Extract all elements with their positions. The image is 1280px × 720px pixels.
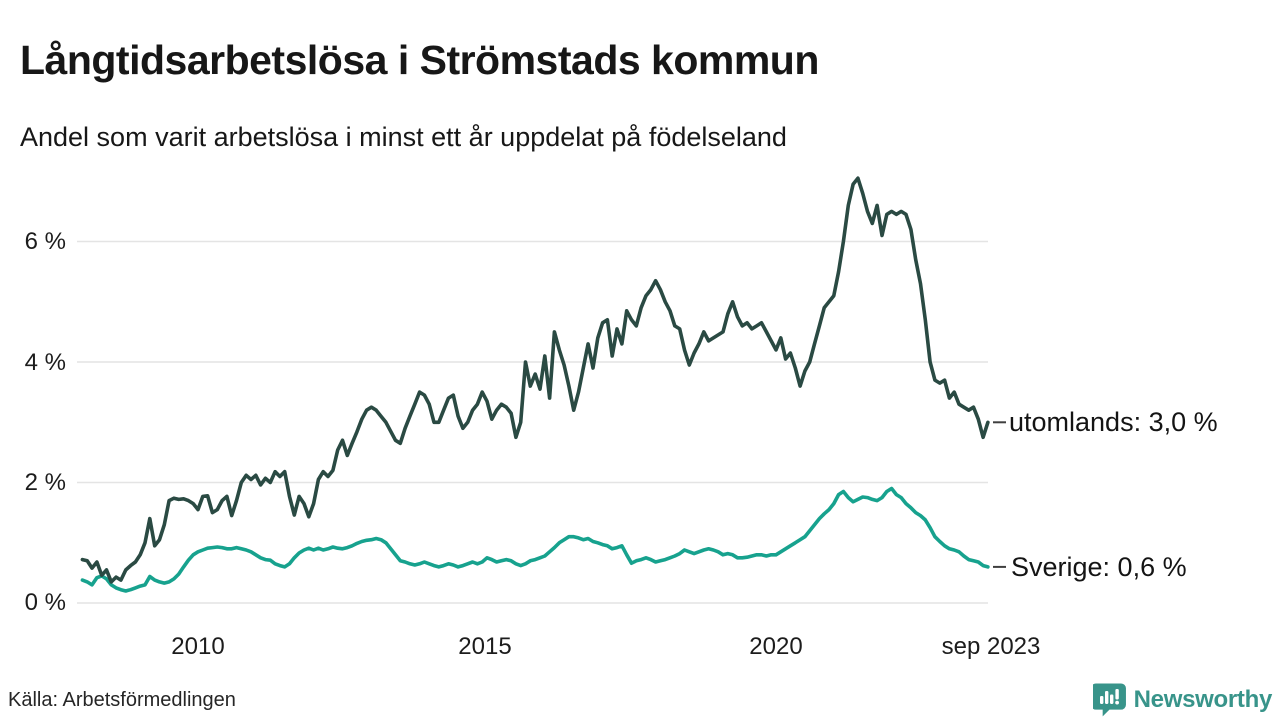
sverige-series-label: Sverige: 0,6 % xyxy=(1011,551,1187,582)
x-axis-label-sep-2023: sep 2023 xyxy=(941,633,1041,660)
newsworthy-wordmark: Newsworthy xyxy=(1133,685,1273,713)
source-credit: Källa: Arbetsförmedlingen xyxy=(8,689,236,711)
sverige-line xyxy=(80,486,990,593)
y-axis-label-6: 6 % xyxy=(24,228,66,255)
newsworthy-bubble-chart-icon xyxy=(1090,682,1127,717)
x-axis-label-2010: 2010 xyxy=(171,633,225,660)
y-axis-label-2: 2 % xyxy=(24,469,66,496)
y-axis-label-0: 0 % xyxy=(24,589,66,616)
newsworthy-logo: Newsworthy xyxy=(1090,682,1273,717)
legend-tick-marks xyxy=(993,421,1006,568)
x-axis-label-2015: 2015 xyxy=(458,633,512,660)
gridlines xyxy=(77,240,988,604)
utomlands-series-label: utomlands: 3,0 % xyxy=(1009,407,1218,438)
page-title: Långtidsarbetslösa i Strömstads kommun xyxy=(20,37,819,84)
y-axis-label-4: 4 % xyxy=(24,349,66,376)
x-axis-label-2020: 2020 xyxy=(749,633,803,660)
utomlands-line xyxy=(80,176,990,584)
page-subtitle: Andel som varit arbetslösa i minst ett å… xyxy=(20,122,787,152)
